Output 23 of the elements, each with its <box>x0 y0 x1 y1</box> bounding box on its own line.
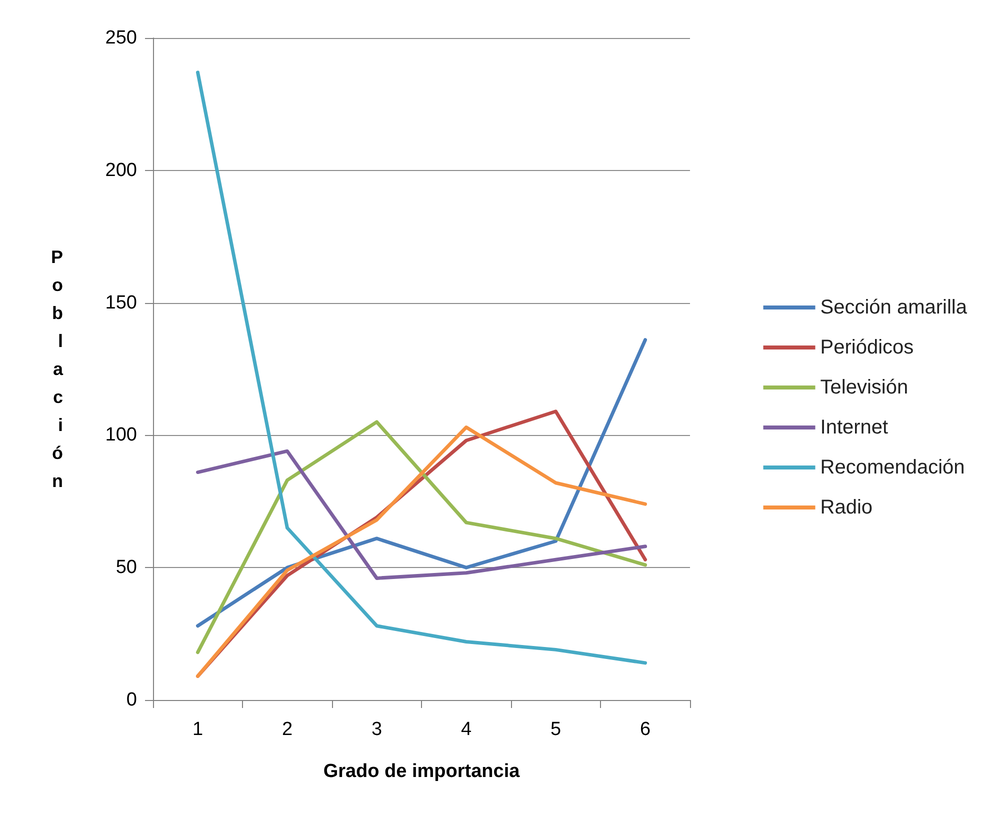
legend-label: Recomendación <box>820 456 965 478</box>
x-tick-label: 2 <box>282 719 293 740</box>
x-tick-label: 3 <box>371 719 382 740</box>
line-series <box>196 70 647 665</box>
y-tick-label: 50 <box>116 557 137 578</box>
y-tick-label: 100 <box>105 424 137 446</box>
x-tick-label: 6 <box>640 719 651 740</box>
line-series <box>196 338 647 628</box>
y-tick-label: 250 <box>105 28 137 48</box>
line-series <box>196 449 647 580</box>
text: Población <box>50 247 63 491</box>
x-tick-label: 5 <box>550 719 562 740</box>
y-tick-label: 200 <box>105 160 137 181</box>
legend-label: Internet <box>820 416 889 438</box>
legend-label: Periódicos <box>820 336 914 358</box>
x-tick-label: 4 <box>460 719 472 740</box>
y-tick-label: 0 <box>126 690 137 710</box>
x-tick-label: 1 <box>192 719 204 740</box>
legend-label: Sección amarilla <box>820 296 968 318</box>
y-tick-label: 150 <box>105 292 137 314</box>
legend-label: Radio <box>820 496 873 518</box>
x-axis-title: Grado de importancia <box>323 761 520 782</box>
legend-label: Televisión <box>820 376 908 398</box>
